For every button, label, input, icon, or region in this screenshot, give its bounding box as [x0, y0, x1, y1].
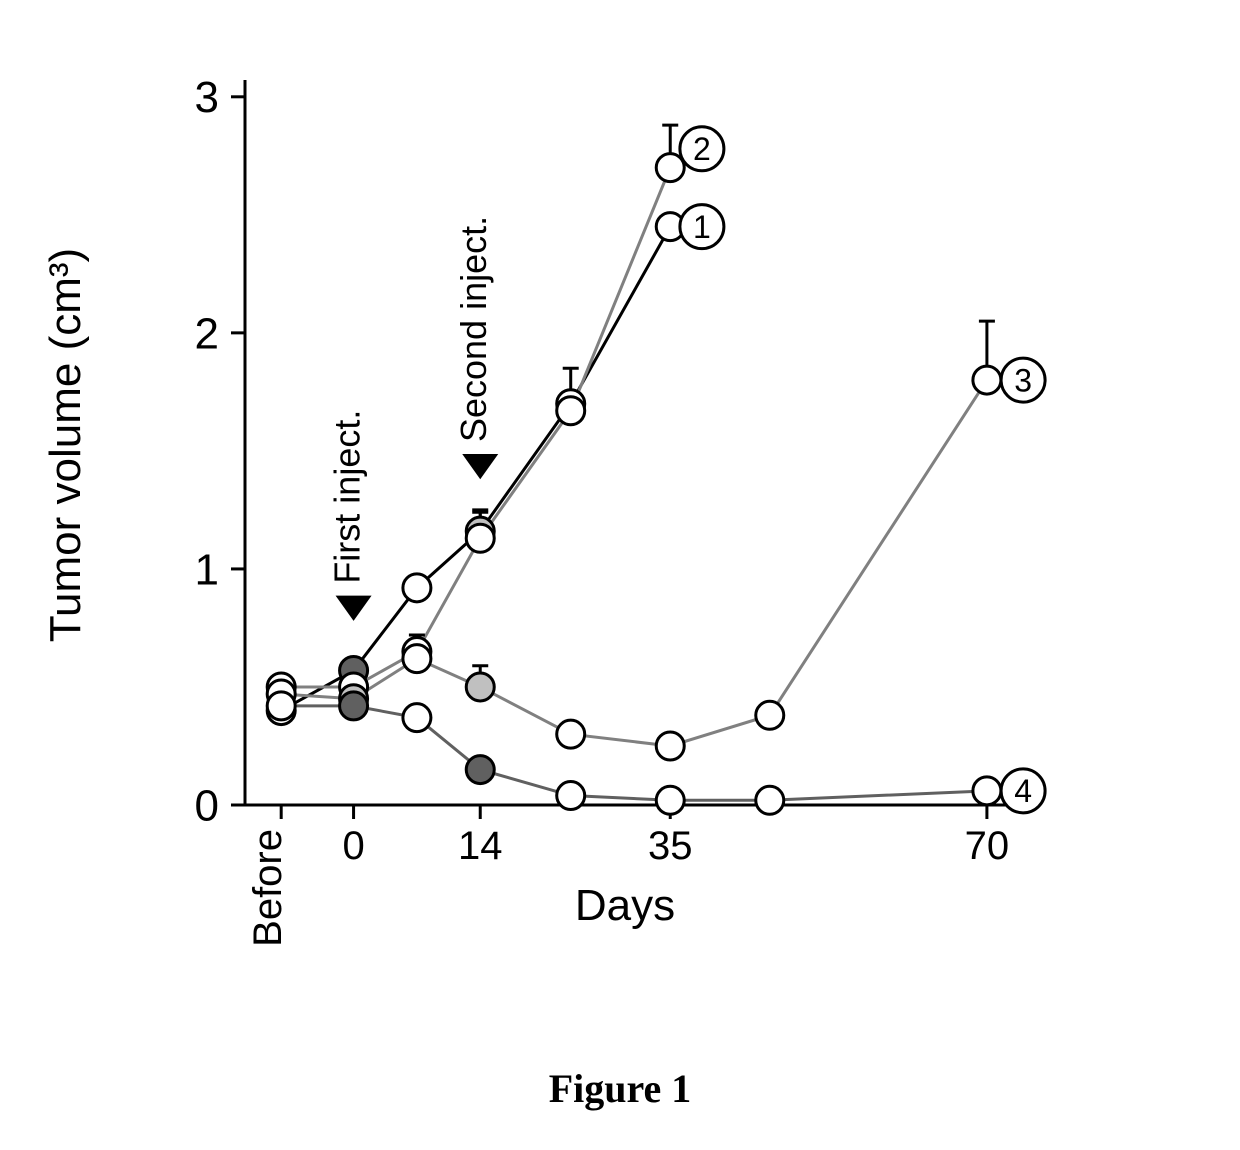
injection-arrow-icon	[462, 454, 498, 479]
data-marker	[466, 756, 494, 784]
data-marker	[557, 720, 585, 748]
data-marker	[973, 777, 1001, 805]
injection-arrow-icon	[336, 596, 372, 621]
x-axis-label: Days	[575, 881, 675, 930]
series-label-number: 2	[693, 131, 711, 167]
data-marker	[557, 782, 585, 810]
data-marker	[756, 701, 784, 729]
data-marker	[656, 732, 684, 760]
data-marker	[267, 692, 295, 720]
data-marker	[403, 574, 431, 602]
series-line	[281, 380, 987, 746]
injection-label: Second inject.	[453, 216, 494, 442]
y-tick-label: 2	[195, 309, 219, 358]
data-marker	[756, 786, 784, 814]
data-marker	[340, 692, 368, 720]
x-tick-label: 14	[458, 824, 503, 868]
x-tick-label: 35	[648, 824, 693, 868]
data-marker	[403, 704, 431, 732]
data-marker	[973, 366, 1001, 394]
series-label-number: 1	[693, 209, 711, 245]
x-tick-label: Before	[246, 829, 290, 947]
data-marker	[466, 524, 494, 552]
tumor-volume-chart: 0123Tumor volume (cm³)Before0143570DaysF…	[0, 0, 1240, 1150]
y-tick-label: 0	[195, 781, 219, 830]
injection-label: First inject.	[327, 410, 368, 584]
y-tick-label: 1	[195, 545, 219, 594]
data-marker	[403, 645, 431, 673]
x-tick-label: 0	[342, 824, 364, 868]
x-tick-label: 70	[965, 824, 1010, 868]
y-tick-label: 3	[195, 73, 219, 122]
series-label-number: 3	[1014, 362, 1032, 398]
y-axis-label: Tumor volume (cm³)	[41, 248, 90, 642]
data-marker	[656, 786, 684, 814]
data-marker	[466, 673, 494, 701]
figure-caption: Figure 1	[0, 1065, 1240, 1112]
data-marker	[557, 397, 585, 425]
series-label-number: 4	[1014, 773, 1032, 809]
series-line	[281, 706, 987, 800]
data-marker	[656, 154, 684, 182]
